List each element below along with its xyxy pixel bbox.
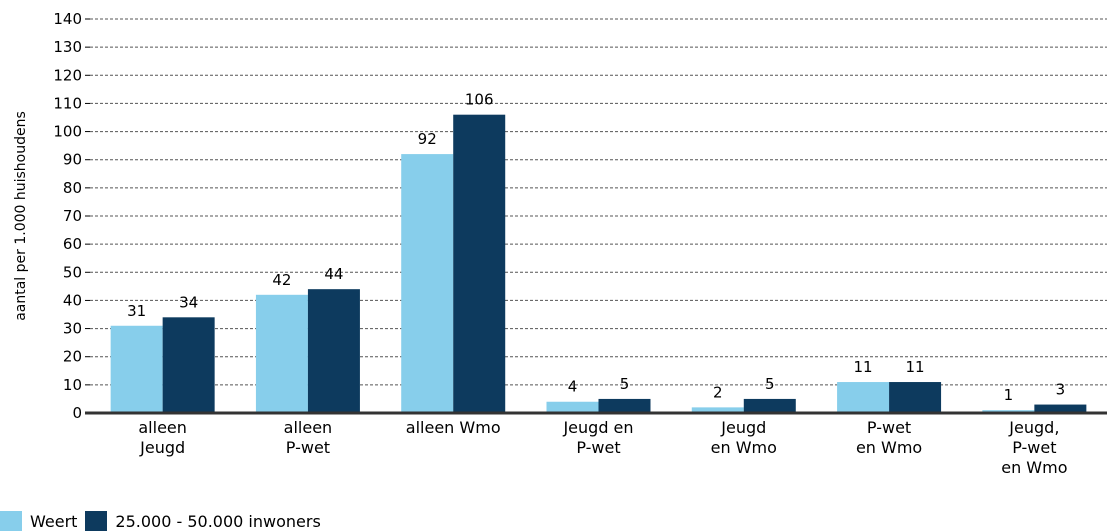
x-category-line: Jeugd en [562,418,633,437]
legend-label-comparison: 25.000 - 50.000 inwoners [115,511,321,531]
y-tick-label-30: 30 [63,320,82,338]
legend-swatch-weert [0,511,22,531]
y-tick-label-110: 110 [53,94,82,112]
x-category-label-4: Jeugd en P-wet [562,418,633,457]
legend-label-weert: Weert [30,511,78,531]
bar-comparison-2 [307,289,360,413]
x-category-line: alleen [138,418,187,437]
x-category-label-3: alleen Wmo [406,418,501,437]
x-category-line: en Wmo [856,438,922,457]
bar-comparison-1 [162,317,215,413]
bars [110,114,1087,414]
bar-comparison-5 [743,398,796,413]
x-category-line: alleen Wmo [406,418,501,437]
data-label-comparison-2: 44 [324,265,343,283]
x-category-line: P-wet [1012,438,1056,457]
y-tick-label-60: 60 [63,235,82,253]
data-label-weert-1: 31 [127,302,146,320]
x-category-line: Jeugd [139,438,185,457]
bar-comparison-6 [889,382,942,413]
data-label-comparison-4: 5 [620,375,630,393]
x-category-line: Jeugd, [1008,418,1059,437]
bar-comparison-7 [1034,404,1087,413]
x-category-line: alleen [284,418,333,437]
y-axis: 0 10 20 30 40 50 60 70 80 90 100 110 120 130 140 [53,10,90,422]
data-label-weert-6: 11 [854,358,873,376]
x-category-label-2: alleen P-wet [284,418,333,457]
data-label-weert-7: 1 [1004,386,1014,404]
y-tick-label-70: 70 [63,207,82,225]
legend-item-comparison: 25.000 - 50.000 inwoners [85,511,321,531]
data-label-comparison-3: 106 [465,91,494,109]
data-label-comparison-5: 5 [765,375,775,393]
data-label-comparison-1: 34 [179,293,198,311]
y-tick-label-100: 100 [53,123,82,141]
y-tick-label-120: 120 [53,66,82,84]
y-tick-label-10: 10 [63,376,82,394]
data-label-weert-3: 92 [418,130,437,148]
data-label-weert-4: 4 [568,378,578,396]
data-label-weert-2: 42 [272,271,291,289]
bar-weert-3 [401,154,454,414]
data-label-comparison-6: 11 [906,358,925,376]
y-tick-label-50: 50 [63,263,82,281]
y-tick-label-40: 40 [63,291,82,309]
x-category-line: en Wmo [711,438,777,457]
x-category-line: Jeugd [720,418,766,437]
y-tick-label-90: 90 [63,151,82,169]
bar-weert-5 [691,407,744,413]
x-category-label-1: alleen Jeugd [138,418,187,457]
gridlines [90,18,1107,386]
x-category-line: P-wet [867,418,911,437]
bar-comparison-4 [598,398,651,413]
bar-weert-2 [255,294,308,413]
x-category-label-5: Jeugd en Wmo [711,418,777,457]
x-category-label-7: Jeugd, P-wet en Wmo [1001,418,1067,477]
data-label-comparison-7: 3 [1056,381,1066,399]
y-tick-label-140: 140 [53,10,82,28]
bar-weert-1 [110,325,163,413]
y-tick-label-130: 130 [53,38,82,56]
legend-item-weert: Weert [0,511,77,531]
legend: Weert 25.000 - 50.000 inwoners [0,510,329,532]
x-category-line: P-wet [576,438,620,457]
bar-weert-6 [837,382,890,413]
bar-weert-4 [546,401,599,413]
x-category-label-6: P-wet en Wmo [856,418,922,457]
bar-comparison-3 [453,114,506,413]
y-axis-label: aantal per 1.000 huishoudens [13,111,29,321]
y-tick-label-0: 0 [72,404,82,422]
x-category-line: P-wet [286,438,330,457]
x-category-line: en Wmo [1001,458,1067,477]
y-tick-label-80: 80 [63,179,82,197]
y-tick-label-20: 20 [63,348,82,366]
data-label-weert-5: 2 [713,383,723,401]
legend-swatch-comparison [85,511,108,531]
